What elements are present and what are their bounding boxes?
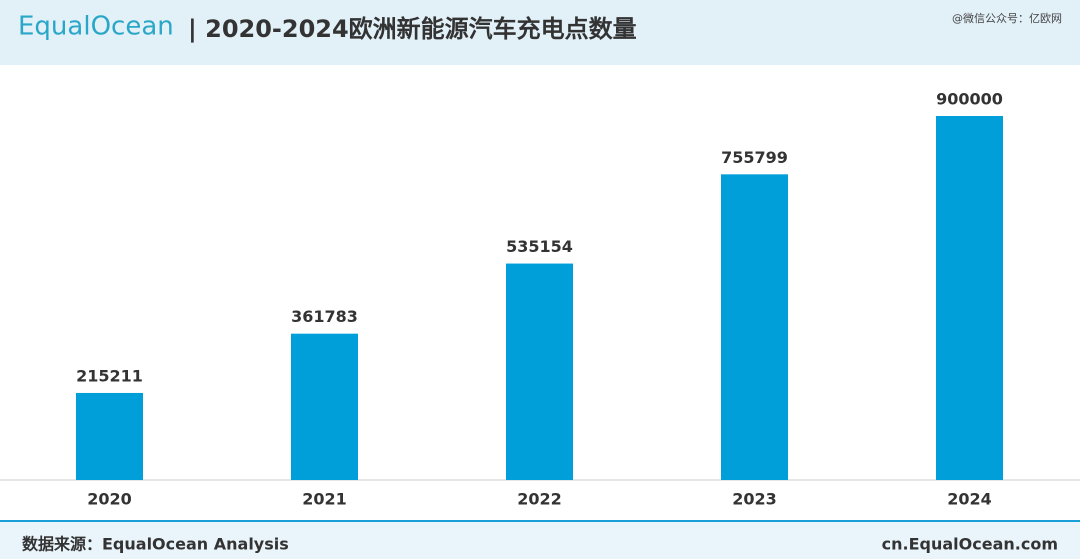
x-tick-label: 2021 [302, 490, 347, 509]
header-band [0, 0, 1080, 65]
bar [936, 116, 1003, 480]
bar [506, 263, 573, 480]
x-tick-label: 2024 [947, 490, 992, 509]
bar [76, 392, 143, 480]
watermark: @微信公众号：亿欧网 [952, 11, 1062, 25]
value-label: 361783 [291, 307, 358, 326]
site: cn.EqualOcean.com [882, 535, 1058, 554]
value-label: 900000 [936, 90, 1003, 109]
x-tick-label: 2023 [732, 490, 777, 509]
x-tick-label: 2022 [517, 490, 562, 509]
footer-band [0, 522, 1080, 559]
source: 数据来源：EqualOcean Analysis [22, 535, 289, 554]
value-label: 535154 [506, 237, 573, 256]
chart-title: | 2020-2024欧洲新能源汽车充电点数量 [188, 15, 637, 43]
logo: EqualOcean [18, 12, 174, 42]
value-label: 755799 [721, 148, 788, 167]
bar [291, 333, 358, 480]
bar [721, 174, 788, 480]
x-tick-label: 2020 [87, 490, 132, 509]
value-label: 215211 [76, 366, 143, 385]
